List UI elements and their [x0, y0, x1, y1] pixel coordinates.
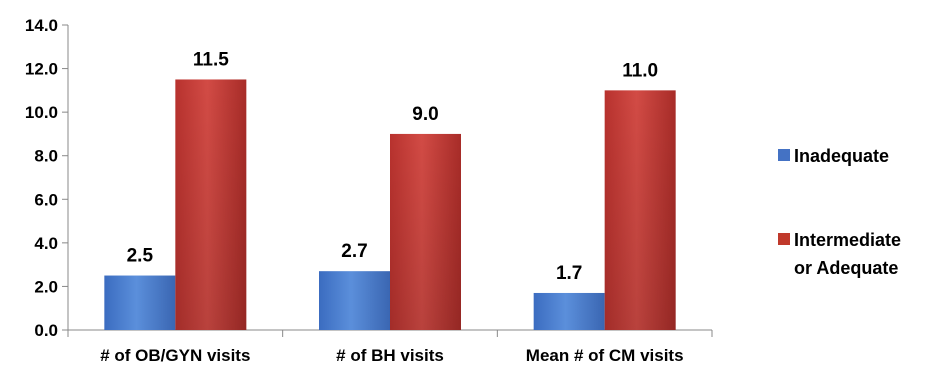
x-category-label: # of BH visits: [336, 346, 444, 365]
y-tick-label: 12.0: [25, 60, 58, 79]
legend-swatch: [778, 149, 790, 161]
bar: [533, 292, 605, 330]
bars: [104, 79, 676, 330]
bar-shade: [604, 90, 676, 330]
bar: [319, 271, 390, 330]
axes: 0.0 2.0 4.0 6.0 8.0 10.0 12.0 14.0 # of OB/GYN v…: [25, 16, 713, 365]
data-label: 2.7: [341, 241, 367, 262]
data-label: 9.0: [412, 104, 438, 125]
x-category-label: Mean # of CM visits: [526, 346, 684, 365]
y-tick-label: 8.0: [34, 147, 58, 166]
y-tick-label: 6.0: [34, 190, 58, 209]
y-tick-label: 4.0: [34, 234, 58, 253]
data-label: 11.0: [622, 60, 658, 81]
data-label: 11.5: [193, 49, 229, 70]
legend-label: Inadequate: [794, 146, 889, 166]
data-labels: 2.5 2.7 1.7 11.5 9.0 11.0: [127, 49, 659, 284]
legend-swatch: [778, 233, 790, 245]
x-category-label: # of OB/GYN visits: [100, 346, 250, 365]
legend: Inadequate Intermediate or Adequate: [778, 146, 901, 278]
data-label: 2.5: [127, 246, 154, 267]
y-tick-label: 0.0: [34, 321, 58, 340]
y-tick-label: 14.0: [25, 16, 58, 35]
legend-label: or Adequate: [794, 258, 898, 278]
bar: [104, 275, 176, 330]
data-label: 1.7: [556, 263, 582, 284]
legend-label: Intermediate: [794, 230, 901, 250]
y-tick-label: 10.0: [25, 103, 58, 122]
bar-shade: [175, 79, 247, 330]
bar-shade: [390, 133, 461, 330]
y-tick-label: 2.0: [34, 277, 58, 296]
